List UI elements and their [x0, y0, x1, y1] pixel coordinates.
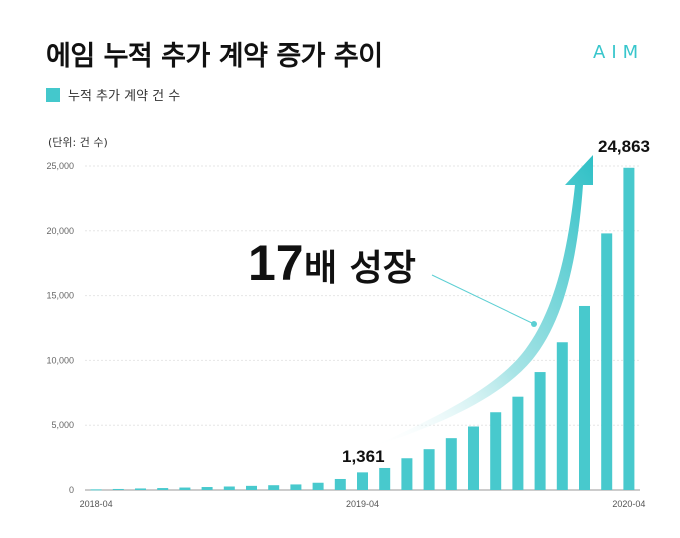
bar-2019-10	[490, 412, 502, 490]
callout-line	[431, 274, 535, 325]
bar-2019-11	[512, 396, 524, 490]
bar-2018-09	[201, 487, 213, 490]
bar-layer: 2018-04 2019-04 2020-04	[80, 167, 645, 509]
bar-2018-04	[90, 489, 102, 491]
y-tick-label: 20,000	[46, 226, 74, 236]
growth-arrow-body	[372, 155, 593, 447]
bar-2019-03	[334, 478, 346, 490]
bar-2018-05	[112, 488, 124, 490]
growth-word: 배 성장	[304, 248, 416, 289]
start-value-label: 1,361	[342, 447, 385, 466]
bar-2019-08	[445, 438, 457, 490]
bar-2019-12	[534, 372, 546, 490]
legend: 누적 추가 계약 건 수	[46, 85, 180, 104]
bar-2019-02	[312, 482, 324, 490]
bar-2019-09	[468, 426, 479, 490]
bar-2020-02	[579, 305, 590, 490]
bar-2019-05	[379, 467, 391, 490]
y-tick-label: 10,000	[46, 355, 74, 365]
y-tick-label: 5,000	[51, 420, 74, 430]
legend-swatch	[46, 87, 60, 102]
bar-2020-04	[623, 167, 635, 490]
growth-arrow	[372, 155, 593, 447]
bar-2018-10	[223, 486, 235, 490]
y-tick-label: 25,000	[46, 161, 74, 171]
bar-2019-04	[357, 472, 368, 490]
bar-2018-11	[246, 485, 257, 490]
bar-2019-06	[401, 458, 413, 490]
y-tick-label: 15,000	[46, 291, 74, 301]
end-value-label: 24,863	[598, 137, 650, 156]
bar-2018-07	[157, 488, 169, 490]
x-tick-label: 2018-04	[80, 499, 113, 509]
bar-2020-03	[601, 233, 613, 490]
legend-label: 누적 추가 계약 건 수	[68, 89, 181, 104]
x-tick-label: 2020-04	[612, 499, 645, 509]
growth-number: 17	[248, 235, 304, 291]
bar-2018-08	[179, 487, 191, 490]
bar-2018-12	[268, 485, 280, 490]
brand-logo: AIM	[593, 42, 645, 63]
y-tick-label: 0	[69, 485, 74, 495]
bar-2019-01	[290, 484, 302, 490]
bar-2019-07	[423, 449, 435, 490]
unit-label: (단위: 건 수)	[48, 136, 108, 149]
x-tick-label: 2019-04	[346, 499, 379, 509]
bar-2020-01	[556, 342, 568, 490]
chart-title: 에임 누적 추가 계약 증가 추이	[46, 41, 383, 72]
callout-dot	[531, 321, 537, 327]
bar-2018-06	[135, 488, 146, 490]
